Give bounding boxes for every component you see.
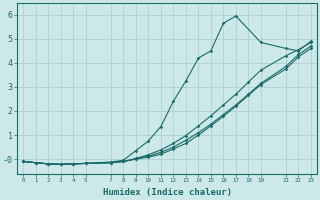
X-axis label: Humidex (Indice chaleur): Humidex (Indice chaleur) bbox=[103, 188, 232, 197]
